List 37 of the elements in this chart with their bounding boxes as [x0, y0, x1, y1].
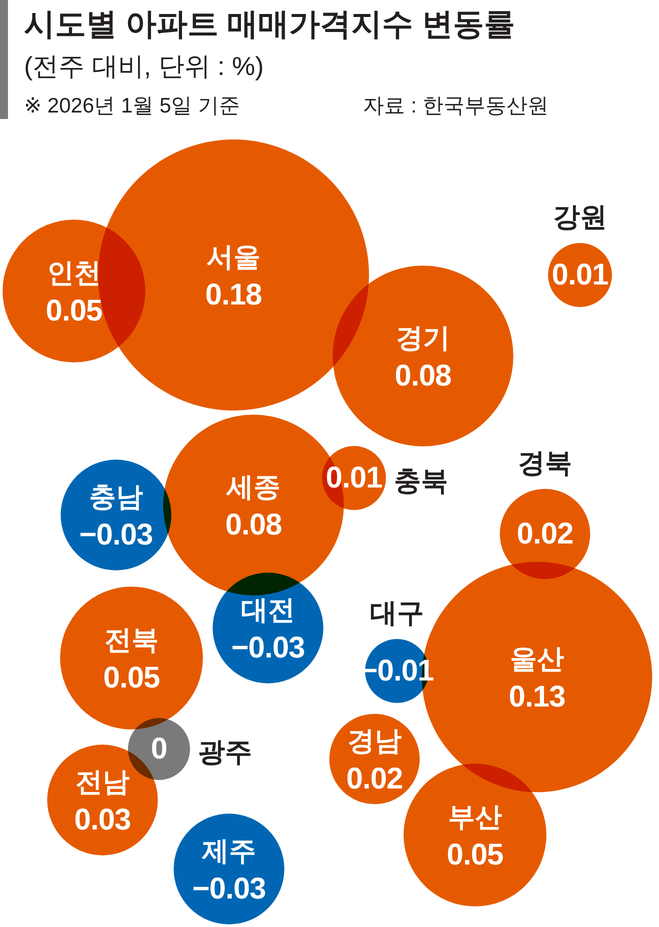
category-label: 울산 — [510, 644, 564, 674]
category-label: 부산 — [448, 802, 502, 832]
data-label: 0.18 — [205, 278, 262, 312]
data-label: 0.13 — [508, 680, 566, 714]
data-label: 0.05 — [103, 662, 160, 694]
data-label: 0.05 — [446, 838, 504, 872]
category-label: 제주 — [201, 836, 256, 866]
data-label: 0.08 — [225, 508, 282, 542]
category-label: 인천 — [47, 258, 101, 288]
category-label: 대구 — [370, 598, 424, 628]
category-label: 충북 — [394, 466, 448, 496]
text: ※ 2026년 1월 5일 기준 — [24, 94, 240, 118]
category-label: 경북 — [518, 448, 572, 478]
data-label: 0 — [150, 732, 168, 766]
category-label: 대전 — [241, 595, 295, 625]
category-label: 광주 — [198, 737, 252, 767]
category-label: 경남 — [348, 726, 402, 756]
data-label: 0.02 — [516, 518, 574, 550]
data-label: 0.05 — [46, 294, 102, 328]
text: 자료 : 한국부동산원 — [363, 94, 549, 118]
category-label: 전남 — [76, 767, 130, 797]
category-label: 충남 — [89, 482, 143, 512]
category-label: 서울 — [206, 242, 260, 272]
category-label: 강원 — [553, 202, 607, 232]
data-label: −0.03 — [192, 872, 266, 906]
data-label: 0.01 — [326, 462, 382, 494]
category-label: 전북 — [104, 625, 158, 655]
category-label: 세종 — [226, 472, 280, 502]
data-label: 0.03 — [74, 804, 131, 836]
data-label: 0.02 — [346, 762, 403, 796]
data-label: −0.03 — [231, 632, 305, 664]
category-label: 경기 — [396, 323, 450, 353]
data-label: 0.01 — [552, 258, 608, 292]
text: 시도별 아파트 매매가격지수 변동률 — [24, 6, 515, 42]
text: (전주 대비, 단위 : %) — [24, 51, 264, 81]
data-label: 0.08 — [394, 360, 452, 392]
data-label: −0.03 — [79, 518, 153, 552]
